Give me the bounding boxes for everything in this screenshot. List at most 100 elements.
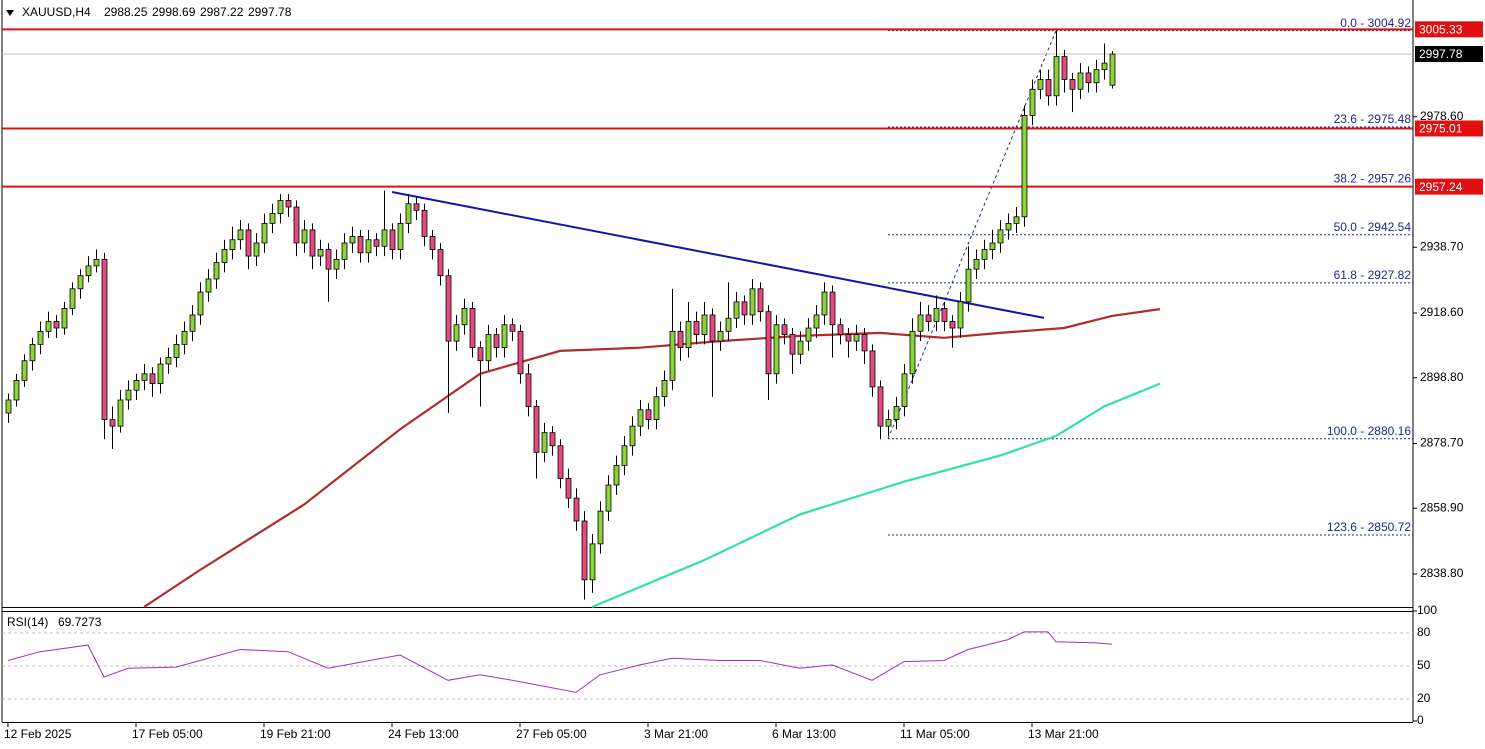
header-open: 2988.25 (104, 5, 148, 19)
candle-body (149, 373, 156, 385)
candle-body (77, 275, 84, 290)
candle-body (173, 343, 180, 358)
candle-body (1061, 56, 1068, 80)
candle-body (285, 200, 292, 208)
header-high: 2998.69 (152, 5, 196, 19)
x-tick-label: 12 Feb 2025 (4, 727, 72, 741)
candle-body (613, 464, 620, 486)
candle-body (1109, 53, 1116, 86)
x-tick-label: 17 Feb 05:00 (132, 727, 203, 741)
candle-body (1029, 88, 1036, 116)
candle-body (405, 203, 412, 224)
candle-body (941, 308, 948, 322)
frame (1, 0, 1414, 723)
price-box-label: 2957.24 (1419, 180, 1463, 194)
candle-body (781, 324, 788, 335)
candle-body (309, 229, 316, 257)
candle-body (141, 373, 148, 381)
candle-body (45, 321, 52, 332)
candle-body (437, 249, 444, 277)
candle-body (741, 301, 748, 316)
price-box (1415, 21, 1483, 38)
candle-body (333, 258, 340, 270)
candle-body (517, 330, 524, 375)
candle-body (933, 308, 940, 322)
candle-body (1013, 216, 1020, 224)
y-tick-label: 2878.70 (1420, 436, 1464, 450)
x-tick-label: 13 Mar 21:00 (1028, 727, 1099, 741)
candle-body (709, 314, 716, 342)
candle-body (981, 249, 988, 260)
candle-body (925, 314, 932, 322)
rsi-current: 69.7273 (58, 615, 102, 629)
candle-body (373, 239, 380, 247)
candle-body (301, 229, 308, 244)
y-tick-label: 2918.60 (1420, 305, 1464, 319)
candle-body (1037, 79, 1044, 90)
x-tick-label: 11 Mar 05:00 (900, 727, 970, 741)
candle-body (117, 399, 124, 427)
fib-label: 38.2 - 2957.26 (1334, 172, 1412, 186)
x-tick-label: 3 Mar 21:00 (644, 727, 708, 741)
candle-body (293, 206, 300, 244)
candle-body (453, 324, 460, 342)
candle-body (413, 203, 420, 211)
x-tick-label: 27 Feb 05:00 (516, 727, 587, 741)
candle-body (325, 249, 332, 270)
candle-body (565, 478, 572, 499)
fib-label: 61.8 - 2927.82 (1334, 268, 1412, 282)
candle-body (421, 209, 428, 237)
candle-body (605, 484, 612, 512)
candle-body (93, 258, 100, 267)
candle-body (5, 399, 12, 414)
candle-body (677, 330, 684, 349)
rsi-title: RSI(14) (7, 615, 48, 629)
fib-swing (887, 30, 1057, 439)
candle-body (349, 236, 356, 244)
fib-label: 100.0 - 2880.16 (1327, 424, 1411, 438)
candle-body (853, 334, 860, 342)
moving-average (591, 382, 1161, 609)
candle-body (885, 419, 892, 427)
candle-body (789, 334, 796, 355)
candle-body (357, 236, 364, 254)
candle-body (445, 275, 452, 342)
candle-body (669, 330, 676, 381)
candle-body (997, 229, 1004, 244)
header-close: 2997.78 (248, 5, 292, 19)
candle-body (29, 343, 36, 362)
candle-body (85, 265, 92, 277)
candle-body (485, 334, 492, 362)
candle-body (717, 330, 724, 342)
candle-body (725, 317, 732, 332)
candle-body (525, 373, 532, 407)
candle-body (653, 396, 660, 421)
candle-body (341, 242, 348, 260)
candle-body (253, 242, 260, 257)
price-box-label: 3005.33 (1419, 23, 1463, 37)
candle-body (861, 334, 868, 352)
candle-body (797, 340, 804, 355)
fib-label: 23.6 - 2975.48 (1334, 112, 1412, 126)
candle-body (589, 543, 596, 581)
candle-body (21, 360, 28, 381)
candle-body (909, 330, 916, 375)
candle-body (621, 445, 628, 466)
rsi-tick-label: 20 (1417, 691, 1431, 705)
candle-body (381, 229, 388, 247)
rsi-tick-label: 100 (1417, 603, 1437, 617)
price-box (1415, 120, 1483, 137)
candle-body (757, 288, 764, 313)
candle-body (397, 222, 404, 250)
candle-body (101, 258, 108, 421)
candle-body (1045, 79, 1052, 97)
fib-label: 0.0 - 3004.92 (1340, 16, 1411, 30)
candle-body (429, 236, 436, 250)
candle-body (1005, 222, 1012, 231)
candle-body (869, 350, 876, 388)
candle-body (501, 324, 508, 349)
candle-body (693, 321, 700, 335)
candle-body (269, 213, 276, 224)
